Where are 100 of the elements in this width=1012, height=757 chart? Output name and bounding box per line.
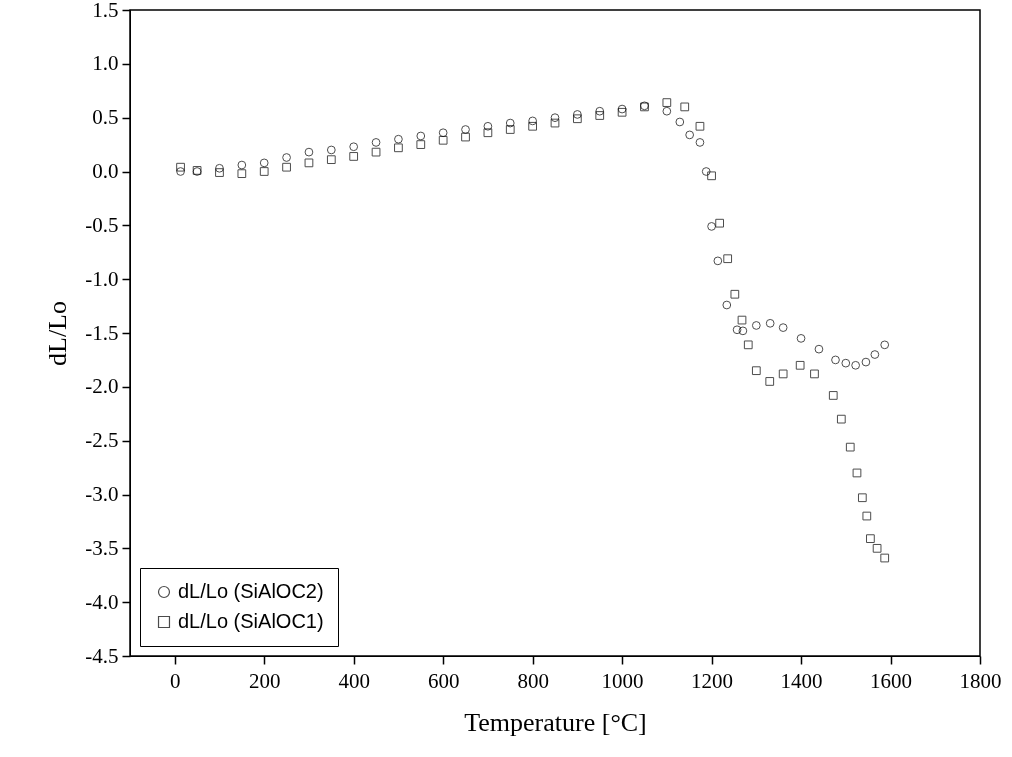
point xyxy=(751,321,761,330)
point xyxy=(852,468,862,478)
point xyxy=(713,256,723,266)
point xyxy=(326,155,336,165)
x-tick-label: 800 xyxy=(517,668,549,693)
point xyxy=(880,553,890,563)
point xyxy=(304,158,314,168)
point xyxy=(237,169,247,179)
point xyxy=(259,167,269,176)
point xyxy=(461,125,470,134)
point xyxy=(722,300,732,310)
y-tick-label: 1.0 xyxy=(92,51,119,76)
point xyxy=(662,106,672,116)
point xyxy=(851,360,860,370)
point xyxy=(778,369,788,379)
x-axis-title: Temperature [°C] xyxy=(464,707,647,737)
y-tick-label: -1.0 xyxy=(85,266,119,291)
point xyxy=(872,543,882,553)
point xyxy=(695,138,705,147)
point xyxy=(595,111,605,120)
point xyxy=(831,355,840,365)
point xyxy=(810,369,819,379)
point xyxy=(259,158,269,168)
point xyxy=(528,116,537,126)
point xyxy=(675,117,685,127)
point xyxy=(282,162,291,172)
point xyxy=(841,358,851,368)
point xyxy=(814,344,824,354)
y-tick-label: -4.5 xyxy=(85,643,119,668)
y-tick-label: -1.5 xyxy=(85,320,119,345)
x-tick-label: 200 xyxy=(248,668,281,693)
point xyxy=(394,143,403,153)
point xyxy=(857,493,867,503)
point xyxy=(880,340,890,350)
y-tick-label: -3.5 xyxy=(85,535,119,560)
point xyxy=(765,318,775,328)
point xyxy=(836,414,846,424)
point xyxy=(738,326,748,336)
point xyxy=(723,254,733,264)
point xyxy=(215,168,224,177)
point xyxy=(483,121,493,131)
y-tick-label: 0.0 xyxy=(92,159,119,183)
point xyxy=(304,147,314,157)
point xyxy=(505,118,515,128)
point xyxy=(438,135,448,145)
y-tick-label: -2.5 xyxy=(85,428,119,453)
point xyxy=(349,152,359,161)
point xyxy=(751,366,761,376)
x-tick-label: 1000 xyxy=(601,668,644,693)
x-tick-label: 400 xyxy=(338,668,370,693)
point xyxy=(730,289,740,299)
x-tick-label: 1200 xyxy=(691,668,734,693)
point xyxy=(866,534,875,544)
point xyxy=(732,325,742,335)
x-tick-label: 1400 xyxy=(780,668,823,693)
point xyxy=(737,315,747,325)
y-tick-label: 1.5 xyxy=(92,0,119,22)
point xyxy=(662,98,672,107)
point xyxy=(861,357,871,367)
point xyxy=(505,125,515,134)
point xyxy=(416,140,426,149)
point xyxy=(828,391,838,400)
point xyxy=(528,121,537,131)
point xyxy=(550,113,560,123)
point xyxy=(176,162,185,172)
point xyxy=(862,511,872,521)
point xyxy=(349,142,359,152)
point xyxy=(416,131,426,141)
x-tick-label: 600 xyxy=(427,668,460,693)
y-tick-label: -3.0 xyxy=(85,482,119,506)
point xyxy=(795,360,805,370)
y-tick-label: 0.5 xyxy=(92,105,119,130)
y-axis-title: dL/Lo xyxy=(43,301,73,366)
point xyxy=(371,147,381,157)
point xyxy=(845,442,855,452)
y-tick-label: -4.0 xyxy=(85,589,119,614)
x-tick-label: 0 xyxy=(169,668,181,693)
point xyxy=(778,323,788,332)
point xyxy=(326,145,336,155)
point xyxy=(707,171,716,181)
point xyxy=(765,377,775,386)
point xyxy=(176,167,185,176)
point xyxy=(550,118,560,128)
point xyxy=(680,102,690,112)
point xyxy=(438,128,448,138)
point xyxy=(743,340,753,350)
y-tick-label: -0.5 xyxy=(85,212,119,237)
x-tick-label: 1800 xyxy=(959,668,1002,693)
point xyxy=(461,132,470,142)
x-tick-label: 1600 xyxy=(870,668,913,693)
point xyxy=(685,130,695,140)
point xyxy=(282,153,291,162)
point xyxy=(394,134,403,144)
point xyxy=(695,121,705,131)
point xyxy=(870,350,880,359)
point xyxy=(483,128,493,138)
point xyxy=(573,110,582,119)
point xyxy=(707,222,716,231)
point xyxy=(715,218,724,228)
legend-label: dL/Lo (SiAlOC1) xyxy=(178,610,324,632)
